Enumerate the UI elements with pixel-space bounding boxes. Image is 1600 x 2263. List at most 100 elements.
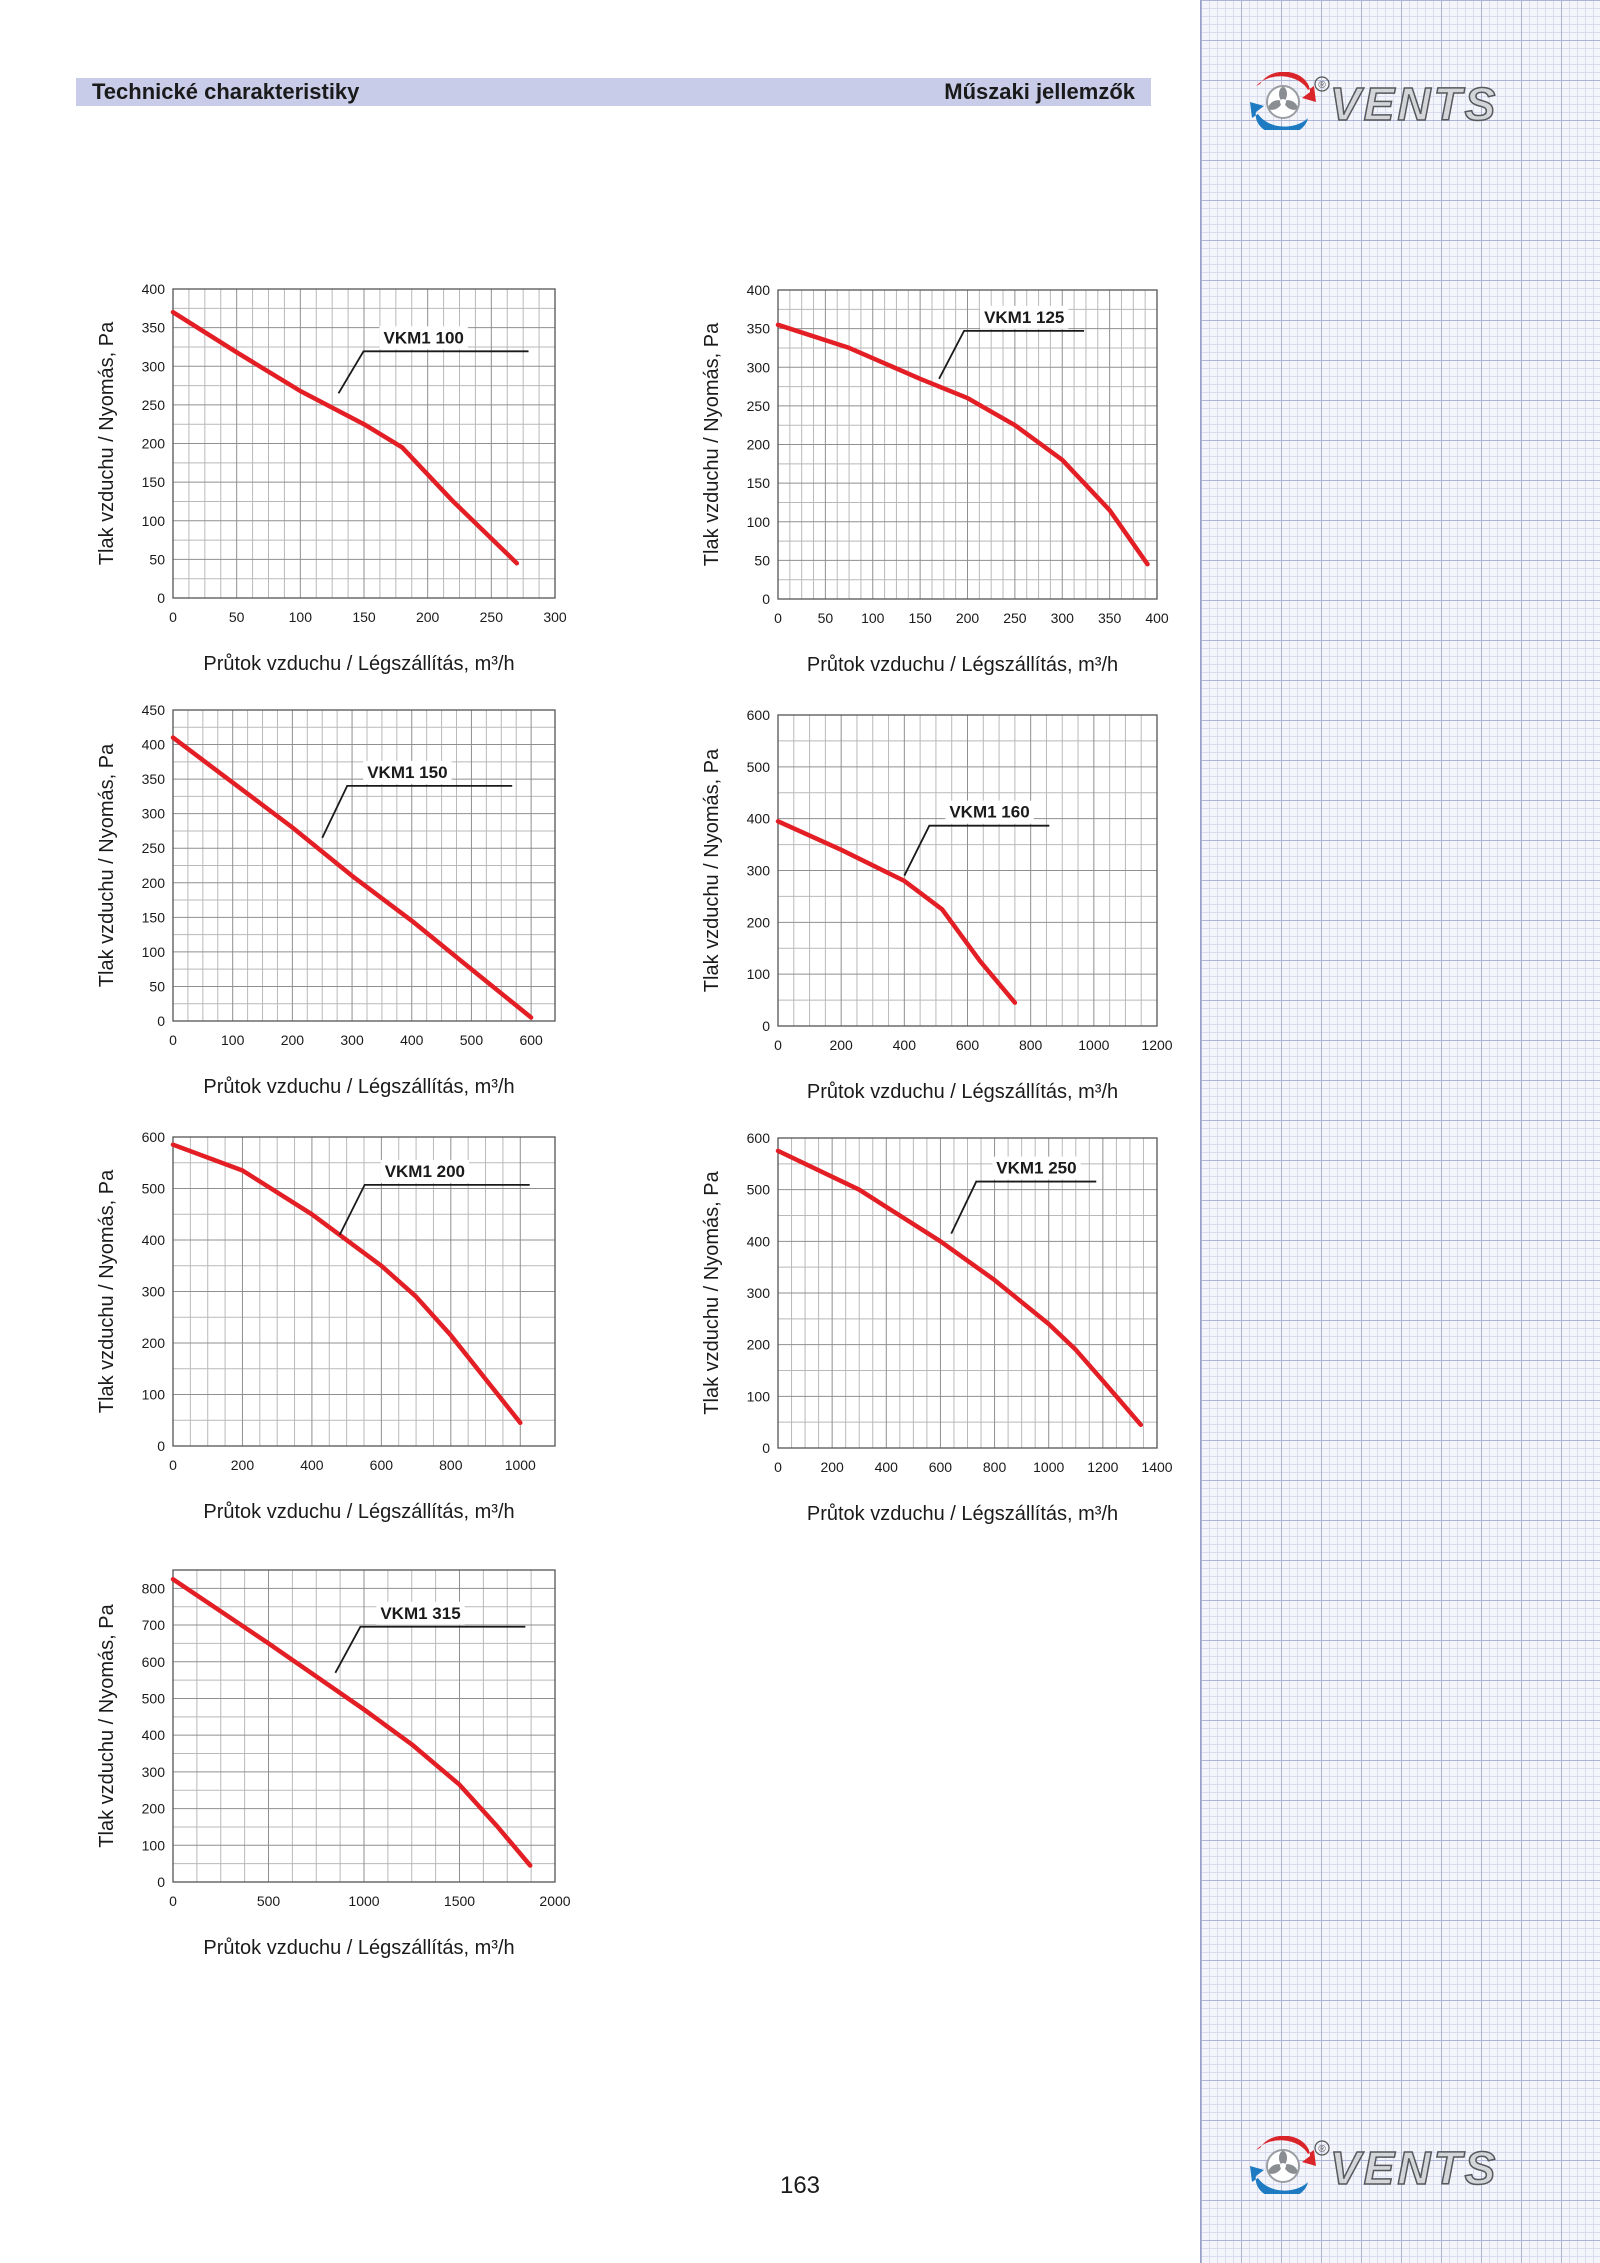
x-tick-label: 400 (300, 1457, 324, 1473)
x-tick-label: 0 (774, 1037, 782, 1053)
registered-mark: ® (1318, 80, 1326, 91)
chart-7: 0 500 1000 1500 2000 0 100 200 300 400 500 600 700 80… (96, 1569, 571, 1959)
plot-frame (777, 714, 1158, 1027)
x-axis-title: Průtok vzduchu / Légszállítás, m³/h (807, 1081, 1118, 1103)
y-tick-label: 400 (142, 1727, 166, 1743)
series-label: VKM1 160 (949, 803, 1029, 822)
y-tick-label: 300 (142, 1764, 166, 1780)
series-leader-line (338, 1183, 530, 1236)
y-tick-label: 500 (747, 759, 771, 775)
series-label: VKM1 150 (367, 763, 447, 782)
x-axis-title: Průtok vzduchu / Légszállítás, m³/h (203, 1501, 514, 1523)
plot-frame (777, 1137, 1158, 1449)
x-tick-label: 1500 (444, 1893, 475, 1909)
y-tick-label: 450 (142, 702, 166, 718)
chart-4: 0 200 400 600 800 1000 1200 0 100 200 300 400 500 600… (701, 707, 1173, 1103)
x-tick-label: 400 (400, 1032, 424, 1048)
vents-logo-bottom: ® VENTS (1250, 2136, 1498, 2194)
x-tick-label: 200 (956, 610, 980, 626)
y-tick-label: 600 (747, 707, 771, 723)
y-axis-title: Tlak vzduchu / Nyomás, Pa (701, 322, 723, 566)
y-tick-label: 600 (142, 1654, 166, 1670)
y-tick-label: 300 (142, 806, 166, 822)
x-tick-label: 1000 (1078, 1037, 1109, 1053)
y-axis-title: Tlak vzduchu / Nyomás, Pa (701, 1170, 723, 1414)
chart-3: 0 100 200 300 400 500 600 0 50 100 150 200 250 300 350… (96, 702, 556, 1098)
x-tick-label: 600 (956, 1037, 980, 1053)
registered-mark: ® (1318, 2144, 1326, 2155)
y-tick-label: 150 (142, 909, 166, 925)
y-tick-label: 350 (142, 320, 166, 336)
x-tick-label: 1000 (1033, 1459, 1064, 1475)
plot-frame (172, 1569, 556, 1883)
y-tick-label: 200 (747, 437, 771, 453)
x-tick-label: 400 (875, 1459, 899, 1475)
series-label: VKM1 125 (984, 308, 1064, 327)
x-tick-label: 1400 (1141, 1459, 1172, 1475)
x-tick-label: 150 (908, 610, 932, 626)
y-tick-label: 200 (747, 1337, 771, 1353)
plot-frame (172, 288, 556, 599)
y-tick-label: 200 (142, 1801, 166, 1817)
y-tick-label: 0 (762, 1440, 770, 1456)
series-label: VKM1 200 (385, 1162, 465, 1181)
fan-emblem-icon (1250, 72, 1316, 130)
x-tick-label: 200 (231, 1457, 255, 1473)
y-tick-label: 100 (142, 944, 166, 960)
y-tick-label: 500 (142, 1181, 166, 1197)
y-tick-label: 200 (142, 436, 166, 452)
plot-frame (172, 709, 556, 1022)
series-label-background (379, 326, 468, 350)
x-tick-label: 1000 (348, 1893, 379, 1909)
x-tick-label: 0 (169, 1893, 177, 1909)
chart-2: 0 50 100 150 200 250 300 350 400 0 50 100 150 200 250 3… (701, 282, 1169, 676)
y-tick-label: 250 (142, 397, 166, 413)
y-tick-label: 0 (157, 1013, 165, 1029)
y-tick-label: 200 (142, 875, 166, 891)
y-tick-label: 500 (747, 1182, 771, 1198)
x-tick-label: 1200 (1141, 1037, 1172, 1053)
y-tick-label: 0 (157, 1438, 165, 1454)
x-tick-label: 0 (169, 609, 177, 625)
x-tick-label: 1200 (1087, 1459, 1118, 1475)
x-tick-label: 200 (416, 609, 440, 625)
y-tick-label: 300 (747, 1285, 771, 1301)
series-label-background (380, 1159, 470, 1183)
x-tick-label: 350 (1098, 610, 1122, 626)
vents-wordmark: VENTS (1330, 2142, 1498, 2194)
x-tick-label: 300 (543, 609, 567, 625)
x-tick-label: 600 (929, 1459, 953, 1475)
x-tick-label: 600 (370, 1457, 394, 1473)
x-tick-label: 150 (352, 609, 376, 625)
series-label-background (992, 1156, 1081, 1180)
y-axis-title: Tlak vzduchu / Nyomás, Pa (96, 743, 118, 987)
x-tick-label: 800 (439, 1457, 463, 1473)
series-label-background (363, 760, 452, 784)
page-number: 163 (779, 2172, 821, 2199)
y-tick-label: 400 (142, 1232, 166, 1248)
y-tick-label: 250 (142, 840, 166, 856)
x-axis-title: Průtok vzduchu / Légszállítás, m³/h (203, 1937, 514, 1959)
x-tick-label: 200 (820, 1459, 844, 1475)
x-tick-label: 100 (289, 609, 313, 625)
series-label-background (945, 800, 1034, 824)
y-tick-label: 600 (142, 1129, 166, 1145)
series-curve (170, 309, 520, 566)
y-axis-title: Tlak vzduchu / Nyomás, Pa (96, 1169, 118, 1413)
x-axis-title: Průtok vzduchu / Légszállítás, m³/h (203, 653, 514, 675)
series-leader-line (334, 1625, 526, 1674)
y-tick-label: 0 (762, 591, 770, 607)
y-tick-label: 400 (142, 737, 166, 753)
series-curve (170, 735, 534, 1020)
series-label: VKM1 250 (996, 1159, 1076, 1178)
x-tick-label: 2000 (539, 1893, 570, 1909)
y-axis-title: Tlak vzduchu / Nyomás, Pa (96, 1603, 118, 1847)
y-tick-label: 300 (142, 1284, 166, 1300)
x-axis-title: Průtok vzduchu / Légszállítás, m³/h (203, 1076, 514, 1098)
series-curve (775, 1148, 1144, 1428)
plot-frame (172, 1136, 556, 1447)
series-leader-line (950, 1180, 1097, 1234)
x-tick-label: 100 (221, 1032, 245, 1048)
y-tick-label: 200 (142, 1335, 166, 1351)
series-label: VKM1 100 (384, 328, 464, 347)
